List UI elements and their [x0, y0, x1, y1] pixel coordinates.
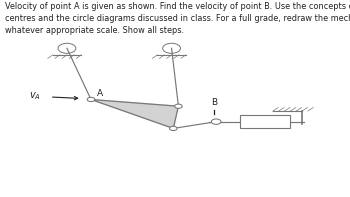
Text: $v_A$: $v_A$ — [29, 90, 41, 102]
Text: B: B — [211, 98, 217, 107]
Bar — [240, 115, 290, 128]
Circle shape — [87, 97, 95, 102]
Circle shape — [175, 104, 182, 108]
Text: Velocity of point A is given as shown. Find the velocity of point B. Use the con: Velocity of point A is given as shown. F… — [5, 2, 350, 34]
Circle shape — [169, 126, 177, 131]
Polygon shape — [91, 99, 178, 128]
Circle shape — [211, 119, 221, 124]
Text: A: A — [97, 88, 103, 98]
